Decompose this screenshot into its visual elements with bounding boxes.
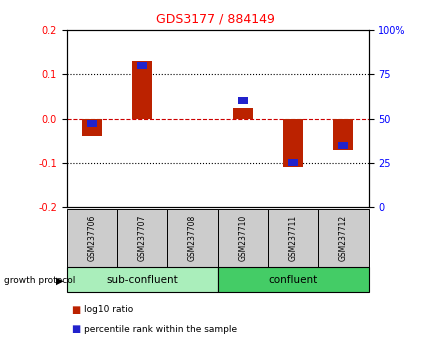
Text: GSM237712: GSM237712 <box>338 215 347 261</box>
Bar <box>267 209 317 267</box>
Text: GSM237706: GSM237706 <box>87 215 96 261</box>
Text: GSM237707: GSM237707 <box>138 215 146 261</box>
Bar <box>232 108 252 119</box>
Text: sub-confluent: sub-confluent <box>106 275 178 285</box>
Text: GSM237708: GSM237708 <box>187 215 197 261</box>
Text: log10 ratio: log10 ratio <box>84 305 133 314</box>
Bar <box>137 62 147 69</box>
Bar <box>82 119 102 136</box>
Bar <box>317 209 368 267</box>
Bar <box>87 120 97 127</box>
Bar <box>67 209 117 267</box>
Bar <box>283 119 302 167</box>
Text: GDS3177 / 884149: GDS3177 / 884149 <box>156 12 274 25</box>
Bar <box>67 267 217 292</box>
Bar <box>332 119 353 149</box>
Bar <box>117 209 167 267</box>
Bar <box>132 61 152 119</box>
Text: confluent: confluent <box>268 275 317 285</box>
Bar <box>237 97 247 104</box>
Bar <box>217 209 267 267</box>
Text: percentile rank within the sample: percentile rank within the sample <box>84 325 236 334</box>
Text: GSM237711: GSM237711 <box>288 215 297 261</box>
Text: ■: ■ <box>71 324 80 334</box>
Text: ■: ■ <box>71 305 80 315</box>
Text: ▶: ▶ <box>56 276 64 286</box>
Bar <box>338 142 347 149</box>
Text: growth protocol: growth protocol <box>4 276 76 285</box>
Text: GSM237710: GSM237710 <box>238 215 247 261</box>
Bar <box>217 267 368 292</box>
Bar <box>287 159 298 166</box>
Bar <box>167 209 217 267</box>
